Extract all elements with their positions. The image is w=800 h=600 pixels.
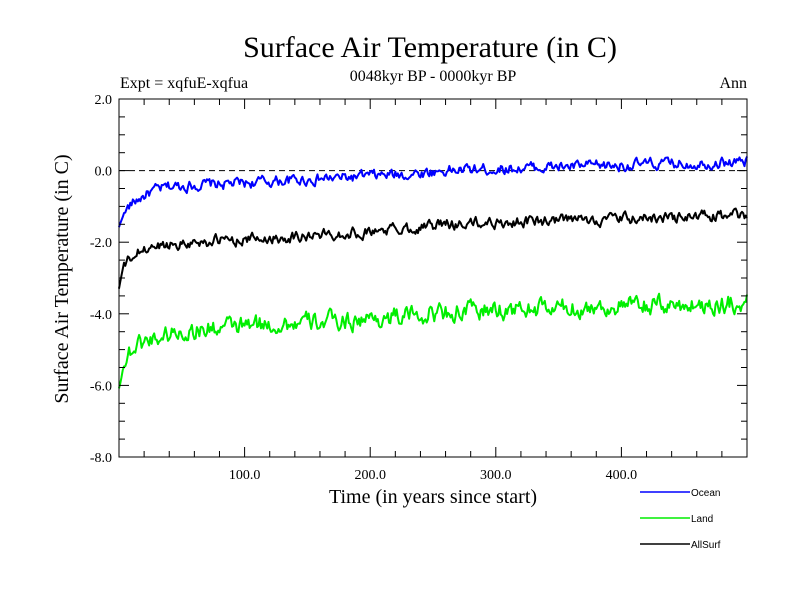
- x-tick-label: 100.0: [229, 468, 261, 483]
- y-tick-label: -4.0: [90, 308, 112, 323]
- y-tick-label: -8.0: [90, 451, 112, 466]
- plot-frame: [118, 98, 748, 458]
- chart-subtitle: 0048kyr BP - 0000kyr BP: [350, 68, 517, 85]
- plot-lines: [118, 156, 748, 389]
- series-line-land: [118, 292, 748, 389]
- legend-label-allsurf: AllSurf: [691, 540, 721, 551]
- x-axis-label: Time (in years since start): [329, 486, 537, 508]
- axis-ticks: [119, 99, 747, 457]
- y-axis-label: Surface Air Temperature (in C): [51, 154, 73, 403]
- x-tick-label: 200.0: [354, 468, 386, 483]
- y-tick-label: 0.0: [95, 165, 113, 180]
- series-line-ocean: [118, 156, 748, 228]
- axis-tick-labels: 100.0 200.0 300.0 400.0 -8.0 -6.0 -4.0 -2.0 0.0 2…: [90, 93, 637, 483]
- experiment-label: Expt = xqfuE-xqfua: [120, 75, 248, 92]
- legend: Ocean Land AllSurf: [640, 488, 721, 551]
- season-label: Ann: [719, 75, 747, 92]
- x-tick-label: 400.0: [606, 468, 638, 483]
- y-tick-label: -2.0: [90, 236, 112, 251]
- y-tick-label: -6.0: [90, 379, 112, 394]
- legend-label-ocean: Ocean: [691, 488, 720, 499]
- y-tick-label: 2.0: [95, 93, 113, 108]
- x-tick-label: 300.0: [480, 468, 512, 483]
- series-line-allsurf: [118, 207, 748, 289]
- legend-label-land: Land: [691, 514, 713, 525]
- plot-border: [118, 98, 748, 458]
- chart-title: Surface Air Temperature (in C): [243, 31, 617, 64]
